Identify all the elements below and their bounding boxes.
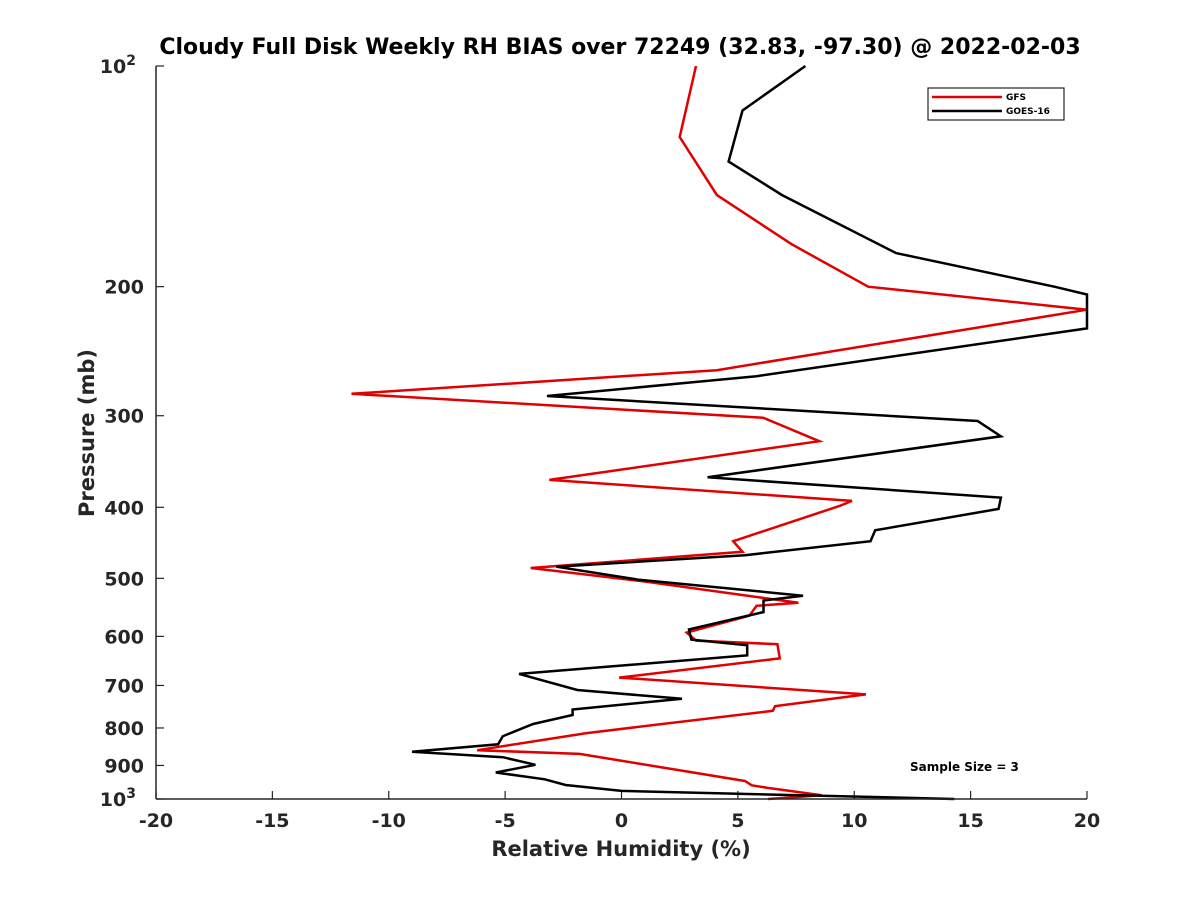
x-tick-label: -20 (139, 810, 173, 832)
y-tick-label: 800 (104, 718, 144, 740)
y-tick-label: 300 (104, 406, 144, 428)
x-axis: -20 -15 -10 -5 0 5 10 15 20 (139, 791, 1100, 832)
legend-label-goes16: GOES-16 (1006, 107, 1050, 117)
x-tick-label: 20 (1074, 810, 1100, 832)
y-axis: 102 200 300 400 500 600 700 800 900 103 (100, 53, 164, 811)
y-tick-label: 500 (104, 568, 144, 590)
x-tick-label: 0 (615, 810, 628, 832)
y-tick-label: 900 (104, 755, 144, 777)
legend-box (927, 87, 1065, 121)
x-tick-label: 5 (731, 810, 744, 832)
y-tick-label: 400 (104, 497, 144, 519)
series-line-goes16 (411, 64, 1089, 801)
y-tick-label: 600 (104, 626, 144, 648)
y-tick-label: 700 (104, 675, 144, 697)
x-axis-label: Relative Humidity (%) (491, 837, 750, 861)
legend-label-gfs: GFS (1006, 93, 1026, 103)
x-tick-label: 15 (957, 810, 983, 832)
plot-area (351, 64, 1089, 801)
x-tick-label: -10 (372, 810, 406, 832)
x-tick-label: -15 (255, 810, 289, 832)
y-tick-label: 200 (104, 277, 144, 299)
sample-size-annotation: Sample Size = 3 (910, 760, 1019, 774)
x-tick-label: -5 (495, 810, 516, 832)
y-tick-label: 103 (100, 786, 136, 811)
series-line-gfs (351, 65, 1088, 801)
x-tick-label: 10 (841, 810, 867, 832)
legend: GFS GOES-16 (927, 87, 1065, 121)
y-tick-label: 102 (100, 53, 136, 78)
chart-title: Cloudy Full Disk Weekly RH BIAS over 722… (159, 35, 1080, 60)
y-axis-label: Pressure (mb) (75, 349, 99, 517)
